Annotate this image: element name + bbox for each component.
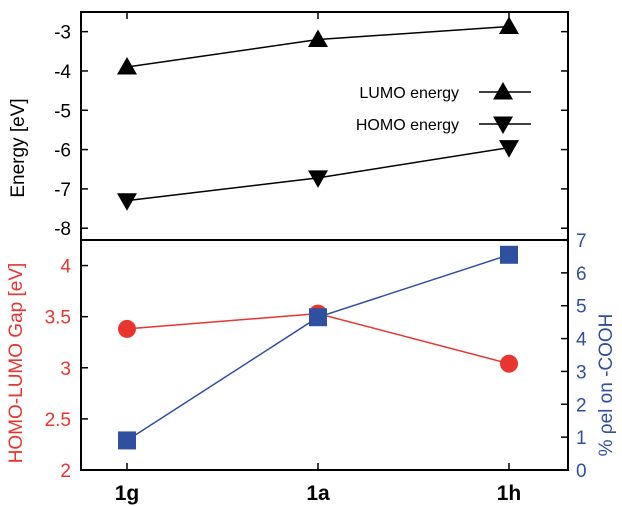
bottom-y2tick-label: 3 <box>576 362 587 383</box>
top-ytick-label: -8 <box>54 219 71 240</box>
bottom-series-0-point <box>500 354 518 373</box>
bottom-series-0-point <box>118 319 136 338</box>
top-series-0-point <box>117 57 137 75</box>
top-series-1-point <box>499 140 519 158</box>
top-ytick-label: -6 <box>54 141 71 162</box>
xtick-label: 1a <box>306 482 330 505</box>
bottom-series-line-1 <box>126 254 510 442</box>
bottom-y2tick-label: 1 <box>576 428 587 449</box>
bottom-y2tick-label: 2 <box>576 395 587 416</box>
bottom-ytick-label: 3 <box>60 359 71 380</box>
bottom-plot-frame <box>80 239 569 471</box>
legend-label-1: HOMO energy <box>356 117 459 134</box>
bottom-y2tick-label: 7 <box>576 231 587 252</box>
top-ytick-label: -3 <box>54 23 71 44</box>
bottom-ytick-label: 2 <box>60 461 71 482</box>
bottom-y2tick-label: 6 <box>576 264 587 285</box>
top-series-1-point <box>308 170 328 188</box>
xtick-label: 1g <box>115 482 140 505</box>
legend-marker-0 <box>493 82 513 100</box>
top-ytick-label: -7 <box>54 180 71 201</box>
legend-marker-1 <box>493 116 513 134</box>
bottom-series-1-point <box>309 308 327 327</box>
top-series-0-point <box>499 16 519 35</box>
bottom-y2label: % ρel on -COOH <box>596 314 617 457</box>
gap-panel: 2 2.5 3 3.5 4 0 1 2 3 4 5 6 7 HOMO-LUMO Gap [eV] % ρel… <box>6 12 617 505</box>
bottom-y2tick-label: 5 <box>576 297 587 318</box>
bottom-series-1-point <box>118 431 136 450</box>
top-series-0-point <box>308 29 328 48</box>
bottom-y2tick-label: 0 <box>576 461 587 482</box>
legend-label-0: LUMO energy <box>359 85 459 102</box>
bottom-ytick-label: 4 <box>60 257 71 278</box>
bottom-series-1-point <box>500 245 518 264</box>
xtick-label: 1h <box>497 482 522 505</box>
top-ytick-label: -5 <box>54 101 71 122</box>
top-ytick-label: -4 <box>54 62 71 83</box>
bottom-y2tick-label: 4 <box>576 330 587 351</box>
bottom-ylabel: HOMO-LUMO Gap [eV] <box>6 263 27 464</box>
energy-panel: -3 -4 -5 -6 -7 -8 Energy [eV] LUMO energy HOMO e… <box>8 11 569 241</box>
bottom-ytick-label: 3.5 <box>45 308 71 329</box>
bottom-ytick-label: 2.5 <box>45 410 71 431</box>
top-ylabel: Energy [eV] <box>8 98 29 197</box>
top-series-1-point <box>117 193 137 211</box>
